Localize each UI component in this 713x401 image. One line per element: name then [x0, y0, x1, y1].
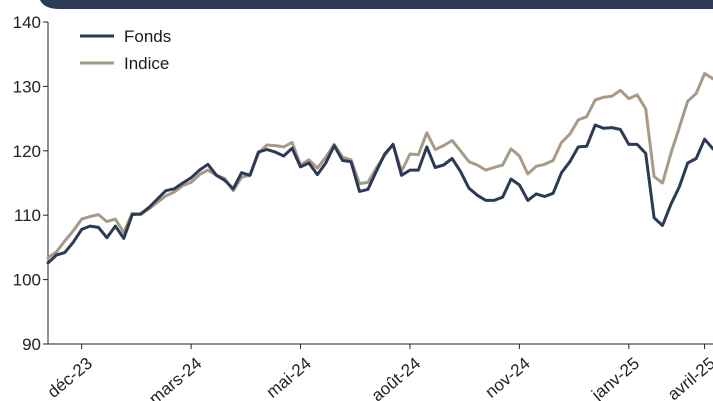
legend: Fonds Indice: [80, 27, 171, 73]
y-tick-label: 90: [22, 335, 41, 354]
x-tick-label: mars-24: [145, 354, 205, 401]
y-axis-ticks: 90 100 110 120 130 140: [13, 13, 48, 354]
x-tick-label: déc-23: [44, 354, 96, 401]
x-axis-ticks: déc-23 mars-24 mai-24 août-24 nov-24 janv-25 a…: [44, 344, 713, 401]
x-tick-label: nov-24: [482, 354, 534, 401]
top-band: [40, 0, 713, 9]
y-tick-label: 120: [13, 142, 41, 161]
legend-label-indice: Indice: [124, 54, 169, 73]
series-layer: [46, 72, 713, 265]
x-tick-label: janv-25: [587, 354, 643, 401]
y-tick-label: 130: [13, 77, 41, 96]
x-tick-label: mai-24: [263, 354, 315, 401]
x-tick-label: avril-25: [664, 354, 713, 401]
y-tick-label: 110: [14, 206, 41, 225]
y-tick-label: 140: [13, 13, 41, 32]
legend-label-fonds: Fonds: [124, 27, 171, 46]
x-tick-label: août-24: [368, 354, 424, 401]
y-tick-label: 100: [13, 271, 41, 290]
series-line-fonds: [46, 123, 713, 265]
